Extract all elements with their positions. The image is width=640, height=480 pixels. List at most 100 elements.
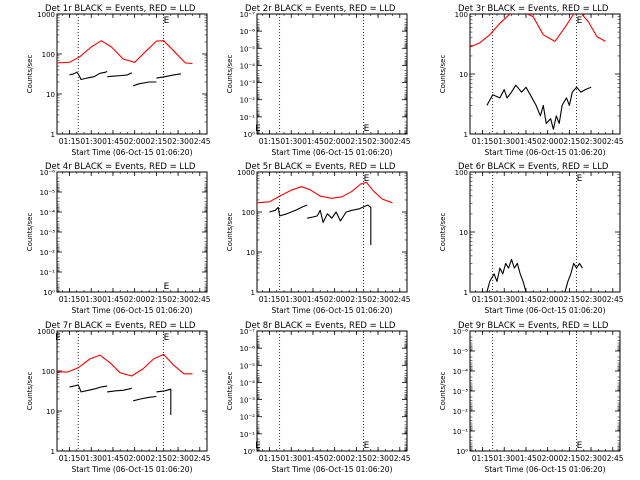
x-axis-label: Start Time (06-Oct-15 01:06:20)	[484, 306, 605, 315]
x-tick-label: 02:00	[324, 295, 346, 304]
x-tick-label: 02:15	[146, 295, 168, 304]
e-marker-label: E	[364, 174, 370, 184]
y-tick-label: 10	[459, 229, 468, 237]
y-tick-label: 10⁻⁴	[40, 209, 56, 217]
x-axis-label: Start Time (06-Oct-15 01:06:20)	[71, 148, 192, 157]
x-tick-label: 01:45	[515, 295, 537, 304]
y-tick-label: 10⁻²	[240, 97, 256, 105]
x-tick-label: 02:45	[389, 137, 411, 146]
y-axis-label: Counts/sec	[439, 213, 447, 252]
y-tick-label: 10⁻³	[40, 229, 56, 237]
lld-series-line	[57, 40, 193, 65]
y-tick-label: 10⁻²	[453, 408, 469, 416]
y-tick-label: 10⁻¹	[240, 114, 256, 122]
plot-title: Det 5r BLACK = Events, RED = LLD	[245, 162, 396, 172]
events-series-line	[156, 73, 182, 79]
y-tick-label: 10	[459, 71, 468, 79]
x-tick-label: 01:45	[102, 454, 124, 463]
y-tick-label: 10⁻³	[240, 80, 256, 88]
plot-panel: Det 9r BLACK = Events, RED = LLD Counts/s…	[439, 321, 624, 474]
x-tick-label: 01:45	[302, 295, 324, 304]
plot-panel: Det 6r BLACK = Events, RED = LLD Counts/s…	[439, 162, 624, 315]
y-tick-label: 10	[46, 91, 55, 99]
y-tick-label: 10⁰	[243, 131, 255, 139]
y-tick-label: 100	[455, 11, 468, 19]
y-tick-label: 1	[51, 131, 55, 139]
events-series-line	[486, 258, 527, 292]
x-axis-label: Start Time (06-Oct-15 01:06:20)	[71, 306, 192, 315]
x-tick-label: 01:15	[472, 295, 494, 304]
x-tick-label: 01:15	[472, 137, 494, 146]
plot-frame	[56, 330, 208, 452]
x-tick-label: 01:15	[259, 454, 281, 463]
events-series-line	[69, 70, 108, 81]
e-marker-label: E	[577, 174, 583, 184]
x-tick-label: 01:45	[302, 137, 324, 146]
events-series-line	[307, 204, 372, 245]
x-tick-label: 02:00	[537, 454, 559, 463]
e-marker-label: E	[577, 16, 583, 26]
x-tick-label: 02:30	[367, 295, 389, 304]
x-tick-label: 02:45	[602, 137, 624, 146]
x-tick-label: 01:45	[102, 295, 124, 304]
series-group	[486, 258, 583, 292]
x-tick-label: 02:45	[389, 295, 411, 304]
events-series-line	[269, 204, 308, 217]
y-tick-label: 1000	[37, 11, 55, 19]
x-tick-label: 01:15	[472, 454, 494, 463]
plot-frame	[56, 13, 208, 135]
y-tick-label: 10⁰	[456, 448, 468, 456]
y-tick-label: 10⁻⁴	[240, 379, 256, 387]
y-tick-label: 1000	[237, 169, 255, 177]
e-marker-label: E	[577, 441, 583, 451]
y-tick-label: 10⁻⁶	[240, 345, 256, 353]
x-tick-label: 02:15	[346, 137, 368, 146]
y-tick-label: 10⁻⁵	[40, 189, 56, 197]
x-tick-label: 01:15	[259, 137, 281, 146]
plot-title: Det 4r BLACK = Events, RED = LLD	[45, 162, 196, 172]
x-tick-label: 02:45	[602, 295, 624, 304]
e-marker-label: E	[255, 124, 261, 134]
events-series-line	[156, 388, 172, 415]
x-tick-label: 02:15	[346, 454, 368, 463]
y-tick-label: 1	[464, 131, 468, 139]
e-marker-label: E	[164, 16, 170, 26]
x-tick-label: 02:45	[189, 137, 211, 146]
y-tick-label: 10⁻³	[240, 397, 256, 405]
x-tick-label: 01:15	[59, 454, 81, 463]
y-tick-label: 10⁰	[43, 289, 55, 297]
x-tick-label: 02:15	[559, 454, 581, 463]
x-tick-label: 01:15	[259, 295, 281, 304]
x-tick-label: 02:15	[559, 295, 581, 304]
x-tick-label: 02:30	[367, 137, 389, 146]
x-tick-label: 02:15	[346, 295, 368, 304]
x-tick-label: 02:30	[167, 137, 189, 146]
y-axis-label: Counts/sec	[226, 55, 234, 94]
series-group	[57, 353, 193, 415]
y-tick-label: 10⁻⁷	[240, 328, 256, 336]
y-axis-label: Counts/sec	[26, 372, 34, 411]
y-tick-label: 10⁻¹	[240, 431, 256, 439]
y-axis-label: Counts/sec	[226, 372, 234, 411]
y-axis-label: Counts/sec	[439, 55, 447, 94]
x-tick-label: 02:00	[324, 454, 346, 463]
plot-frame	[256, 13, 408, 135]
plot-title: Det 9r BLACK = Events, RED = LLD	[458, 321, 609, 331]
x-tick-label: 02:30	[580, 137, 602, 146]
y-tick-label: 10⁻¹	[40, 269, 56, 277]
x-axis-label: Start Time (06-Oct-15 01:06:20)	[271, 465, 392, 474]
x-tick-label: 02:45	[189, 295, 211, 304]
y-axis-label: Counts/sec	[26, 55, 34, 94]
e-marker-label: E	[164, 333, 170, 343]
y-tick-label: 10	[46, 408, 55, 416]
y-tick-label: 100	[42, 51, 55, 59]
plot-panel: Det 8r BLACK = Events, RED = LLD Counts/s…	[226, 321, 411, 474]
x-tick-label: 02:30	[580, 454, 602, 463]
x-tick-label: 02:15	[559, 137, 581, 146]
e-marker-label: E	[364, 124, 370, 134]
y-tick-label: 10⁻²	[40, 249, 56, 257]
plot-title: Det 1r BLACK = Events, RED = LLD	[45, 4, 196, 14]
y-tick-label: 10⁻⁴	[453, 368, 469, 376]
y-tick-label: 10	[246, 249, 255, 257]
